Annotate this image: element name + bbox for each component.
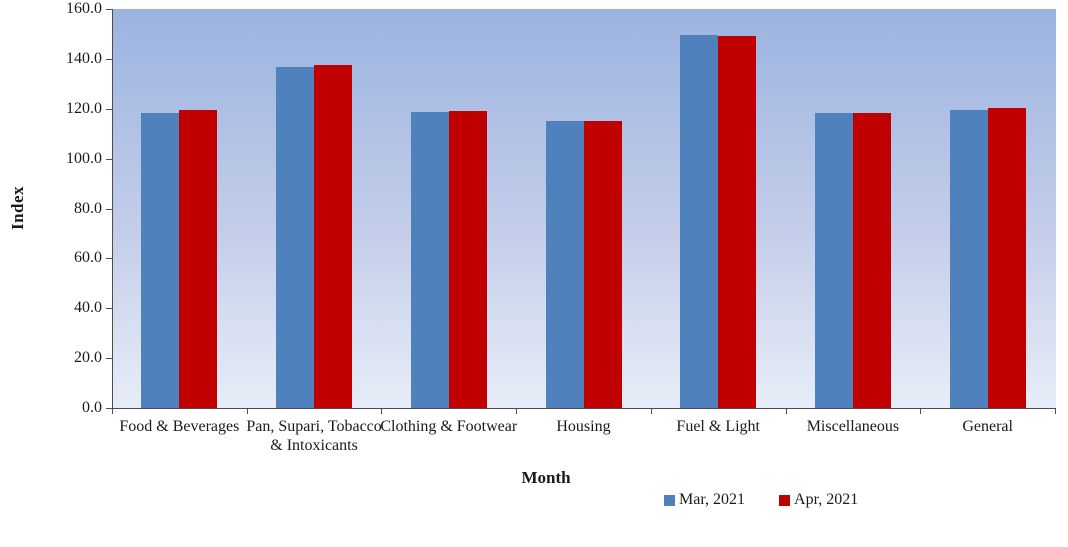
- y-tick-mark: [106, 258, 112, 260]
- category-label: Food & Beverages: [119, 418, 240, 435]
- bar-apr-2021-cat1: [314, 64, 353, 408]
- y-tick-label: 120.0: [66, 99, 102, 117]
- legend: Mar, 2021 Apr, 2021: [664, 492, 858, 508]
- bar-apr-2021-cat6: [987, 108, 1026, 408]
- x-tick-mark: [246, 409, 248, 414]
- legend-item: Mar, 2021: [664, 492, 745, 508]
- bar-mar-2021-cat4: [680, 35, 719, 408]
- legend-label: Apr, 2021: [794, 491, 859, 508]
- y-tick-label: 60.0: [74, 249, 102, 267]
- y-tick-label: 0.0: [82, 399, 102, 416]
- category-label: General: [962, 418, 1013, 435]
- y-tick-mark: [106, 358, 112, 360]
- y-tick-mark: [106, 308, 112, 310]
- legend-label: Mar, 2021: [679, 491, 746, 508]
- bar-apr-2021-cat3: [583, 120, 622, 408]
- bar-mar-2021-cat6: [949, 109, 988, 408]
- bar-apr-2021-cat0: [179, 109, 218, 408]
- y-tick-mark: [106, 9, 112, 10]
- y-tick-label: 100.0: [66, 149, 102, 167]
- x-tick-mark: [1055, 409, 1056, 414]
- y-tick-mark: [106, 58, 112, 60]
- category-label: Clothing & Footwear: [380, 418, 518, 435]
- y-tick-label: 80.0: [74, 199, 102, 217]
- bar-apr-2021-cat4: [718, 36, 757, 408]
- category-label: Housing: [556, 418, 611, 435]
- y-tick-mark: [106, 158, 112, 160]
- x-tick-mark: [785, 409, 787, 414]
- y-tick-label: 160.0: [66, 0, 102, 17]
- x-tick-mark: [920, 409, 922, 414]
- bar-mar-2021-cat3: [545, 120, 584, 408]
- y-tick-label: 140.0: [66, 49, 102, 67]
- y-tick-label: 20.0: [74, 349, 102, 367]
- x-axis-title: Month: [521, 468, 571, 487]
- category-label: Pan, Supari, Tobacco & Intoxicants: [246, 418, 382, 454]
- y-tick-label: 40.0: [74, 299, 102, 317]
- y-tick-mark: [106, 408, 112, 409]
- legend-swatch-mar-2021: [664, 494, 675, 506]
- bar-mar-2021-cat0: [141, 113, 180, 408]
- y-axis-title: Index: [8, 185, 27, 231]
- bar-apr-2021-cat5: [852, 112, 891, 408]
- category-label: Miscellaneous: [806, 418, 900, 435]
- y-tick-mark: [106, 108, 112, 110]
- x-tick-mark: [516, 409, 518, 414]
- legend-swatch-apr-2021: [779, 494, 791, 506]
- bar-mar-2021-cat1: [276, 67, 315, 408]
- x-tick-mark: [381, 409, 383, 414]
- x-tick-mark: [112, 409, 113, 414]
- legend-item: Apr, 2021: [779, 492, 858, 508]
- bar-apr-2021-cat2: [448, 111, 487, 408]
- y-tick-mark: [106, 208, 112, 210]
- category-label: Fuel & Light: [676, 418, 760, 435]
- x-tick-mark: [650, 409, 652, 414]
- bar-mar-2021-cat5: [814, 113, 853, 408]
- bar-mar-2021-cat2: [410, 111, 449, 408]
